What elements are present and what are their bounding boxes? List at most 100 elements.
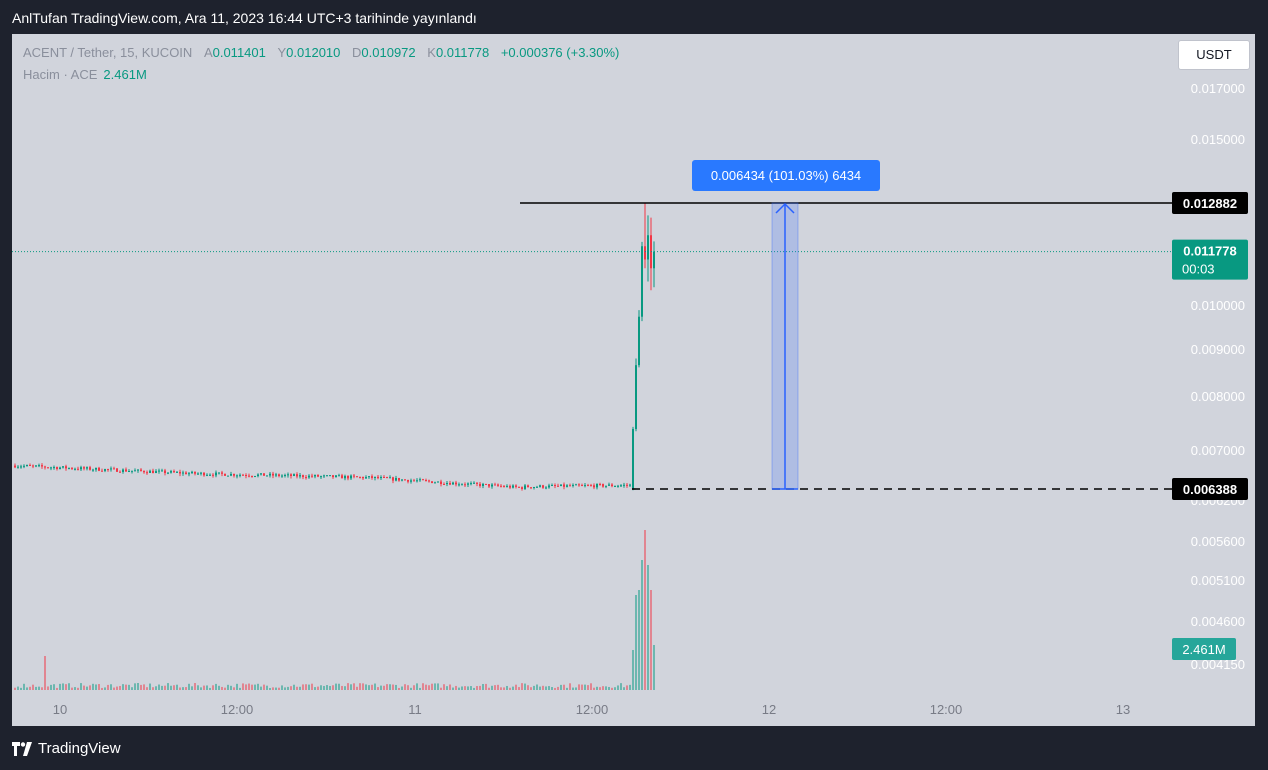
x-tick-label: 13 xyxy=(1116,702,1130,717)
volume-bar xyxy=(50,684,52,690)
volume-bar xyxy=(521,683,523,690)
candle-body xyxy=(545,487,547,489)
tradingview-logo[interactable]: TradingView xyxy=(12,740,121,757)
candle-body xyxy=(236,475,238,477)
volume-bars xyxy=(14,530,655,690)
candle-body xyxy=(356,476,358,478)
candle-body xyxy=(473,482,475,484)
candle-body xyxy=(227,475,229,477)
candle-body xyxy=(188,473,190,475)
candle-body xyxy=(89,467,91,470)
volume-bar xyxy=(470,686,472,690)
volume-bar xyxy=(446,686,448,690)
volume-bar xyxy=(311,683,313,690)
candle-body xyxy=(50,467,52,469)
volume-bar xyxy=(605,686,607,690)
volume-bar xyxy=(452,687,454,690)
candle-body xyxy=(515,485,517,487)
volume-bar xyxy=(551,687,553,690)
candle-body xyxy=(326,475,328,477)
volume-bar xyxy=(299,686,301,690)
volume-bar xyxy=(242,683,244,690)
volume-bar xyxy=(182,687,184,690)
candle-body xyxy=(134,470,136,472)
volume-bar xyxy=(167,683,169,690)
chart-pane[interactable]: 0.0170000.0150000.0110000.0100000.009000… xyxy=(12,34,1255,726)
volume-bar xyxy=(482,683,484,690)
volume-bar xyxy=(458,687,460,690)
volume-bar xyxy=(278,687,280,690)
candle-body xyxy=(482,483,484,487)
volume-bar xyxy=(491,685,493,690)
y-tick-label: 0.007000 xyxy=(1191,443,1245,458)
volume-bar xyxy=(68,683,70,690)
volume-bar xyxy=(176,684,178,690)
x-tick-label: 12:00 xyxy=(221,702,254,717)
volume-bar xyxy=(224,687,226,690)
candle-body xyxy=(530,487,532,489)
candle-body xyxy=(347,475,349,479)
volume-bar xyxy=(608,686,610,690)
candle-body xyxy=(449,483,451,485)
candle-body xyxy=(59,467,61,469)
candle-body xyxy=(245,474,247,476)
candle-body xyxy=(83,467,85,469)
volume-bar xyxy=(377,687,379,690)
volume-bar xyxy=(464,686,466,690)
y-tick-label: 0.015000 xyxy=(1191,132,1245,147)
candle-body xyxy=(386,477,388,479)
volume-bar xyxy=(617,685,619,690)
candle-body xyxy=(380,477,382,479)
volume-bar xyxy=(536,684,538,690)
volume-bar xyxy=(203,685,205,690)
volume-bar xyxy=(353,683,355,690)
candle-body xyxy=(320,476,322,478)
volume-bar xyxy=(86,686,88,690)
volume-bar xyxy=(404,684,406,690)
volume-bar xyxy=(338,683,340,690)
candle-body xyxy=(260,473,262,475)
change-value: +0.000376 (+3.30%) xyxy=(500,45,620,60)
volume-bar xyxy=(392,684,394,690)
price-tags: 0.012882 0.011778 00:03 0.006388 2.461M xyxy=(1172,192,1248,660)
candle-body xyxy=(629,484,631,486)
high-value: 0.012010 xyxy=(286,45,341,60)
volume-bar xyxy=(125,684,127,690)
volume-bar xyxy=(425,684,427,690)
candle-body xyxy=(224,473,226,476)
volume-bar xyxy=(362,683,364,690)
candle-body xyxy=(131,470,133,472)
candle-body xyxy=(584,485,586,487)
volume-bar xyxy=(293,684,295,690)
candle-body xyxy=(605,485,607,487)
open-value: 0.011401 xyxy=(212,45,266,60)
candle-body xyxy=(23,465,25,467)
volume-bar xyxy=(221,686,223,690)
candle-body xyxy=(47,467,49,469)
volume-bar xyxy=(443,684,445,690)
volume-bar xyxy=(440,687,442,690)
drawings[interactable]: 0.006434 (101.03%) 6434 xyxy=(12,160,1172,490)
candle-body xyxy=(26,464,28,466)
candle-body xyxy=(266,475,268,477)
volume-bar xyxy=(368,685,370,690)
volume-bar xyxy=(173,685,175,690)
candle-body xyxy=(107,469,109,471)
brand-label: TradingView xyxy=(38,740,121,757)
candle-body xyxy=(581,485,583,487)
candle-body xyxy=(101,470,103,472)
chart-canvas[interactable]: 0.0170000.0150000.0110000.0100000.009000… xyxy=(12,34,1255,726)
candle-body xyxy=(65,466,67,469)
y-tick-label: 0.005100 xyxy=(1191,573,1245,588)
volume-bar xyxy=(56,687,58,690)
candle-body xyxy=(140,469,142,471)
candle-body xyxy=(443,484,445,486)
currency-button[interactable]: USDT xyxy=(1178,40,1250,70)
candle-body xyxy=(578,484,580,486)
candle-body xyxy=(446,483,448,485)
candle-body xyxy=(212,474,214,476)
candle-body xyxy=(575,484,577,486)
volume-bar xyxy=(572,687,574,690)
candle-body xyxy=(233,473,235,476)
candle-body xyxy=(395,477,397,481)
